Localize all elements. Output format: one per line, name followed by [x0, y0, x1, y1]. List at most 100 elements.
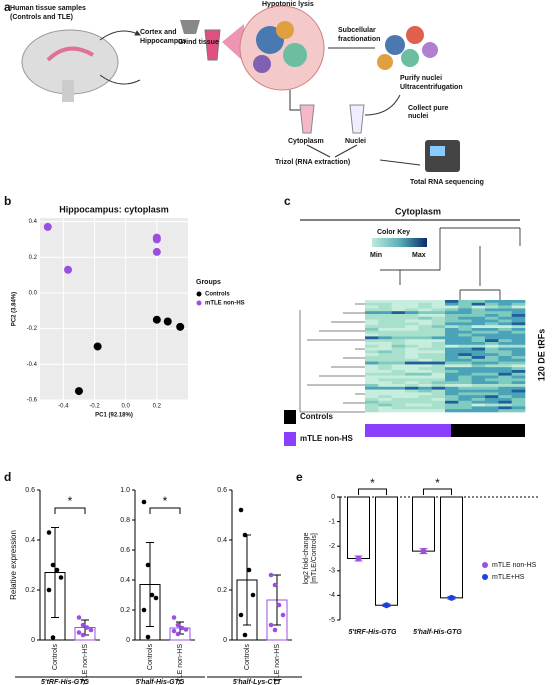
heatmap-cell	[378, 403, 392, 407]
point	[50, 635, 56, 640]
heatmap-cell	[431, 375, 446, 379]
heatmap-cell	[445, 328, 459, 332]
heatmap-cell	[458, 344, 472, 348]
heatmap-cell	[471, 316, 486, 320]
heatmap-cell	[511, 328, 526, 332]
gene-label: 5'tRF-His-GTG	[41, 679, 89, 685]
heatmap-cell	[365, 325, 379, 329]
heatmap-cell	[431, 322, 446, 326]
heatmap-cell	[498, 339, 512, 343]
y-tick-label: -0.4	[27, 362, 38, 368]
x-tick-label: mTLE non-HS	[82, 644, 89, 685]
y-tick-label: -0.2	[27, 326, 38, 332]
heatmap-cell	[391, 328, 406, 332]
heatmap-cell	[391, 316, 406, 320]
gene-label: 5'half-His-GTG	[136, 679, 185, 685]
heatmap-cell	[431, 339, 446, 343]
heatmap-cell	[418, 403, 432, 407]
heatmap-cell	[431, 372, 446, 376]
heatmap-cell	[405, 392, 419, 396]
point	[268, 572, 274, 578]
heatmap-cell	[485, 342, 499, 346]
heatmap-cell	[485, 311, 499, 315]
mortar	[180, 20, 200, 34]
point	[242, 632, 248, 638]
heatmap-cell	[458, 378, 472, 382]
heatmap-cell	[391, 381, 406, 385]
heatmap-cell	[485, 302, 499, 306]
heatmap-cell	[498, 350, 512, 354]
heatmap-cell	[485, 367, 499, 371]
heatmap-cell	[511, 406, 526, 410]
heatmap-cell	[471, 361, 486, 365]
heatmap-cell	[511, 347, 526, 351]
y-tick-label: -0.6	[27, 398, 38, 404]
heatmap-cell	[378, 409, 392, 413]
heatmap-cell	[471, 322, 486, 326]
heatmap-cell	[471, 389, 486, 393]
chart-title: Hippocampus: cytoplasm	[59, 204, 169, 214]
heatmap-cell	[391, 364, 406, 368]
heatmap-cell	[485, 406, 499, 410]
heatmap-cell	[445, 336, 459, 340]
heatmap-cell	[511, 378, 526, 382]
heatmap-cell	[378, 305, 392, 309]
heatmap-cell	[418, 336, 432, 340]
heatmap-cell	[405, 384, 419, 388]
heatmap-cell	[458, 347, 472, 351]
heatmap-cell	[485, 339, 499, 343]
heatmap-cell	[365, 300, 379, 304]
heatmap-cell	[471, 325, 486, 329]
point	[88, 627, 94, 633]
bar	[412, 496, 435, 552]
heatmap-cell	[365, 347, 379, 351]
heatmap-cell	[458, 302, 472, 306]
heatmap-cell	[458, 403, 472, 407]
heatmap-cell	[391, 344, 406, 348]
label: Cytoplasm	[288, 138, 324, 145]
group-label: Controls	[300, 412, 333, 421]
heatmap-cell	[431, 356, 446, 360]
heatmap-cell	[471, 319, 486, 323]
point	[420, 548, 427, 555]
heatmap-cell	[391, 339, 406, 343]
y-tick-label: 0.6	[217, 487, 227, 494]
point	[238, 507, 244, 513]
heatmap-cell	[471, 311, 486, 315]
heatmap-cell	[418, 342, 432, 346]
heatmap-cell	[418, 308, 432, 312]
heatmap-cell	[498, 364, 512, 368]
point	[43, 222, 52, 231]
x-tick-label: 0.0	[122, 404, 131, 410]
bar	[347, 496, 370, 559]
heatmap-cell	[498, 378, 512, 382]
heatmap-cell	[498, 314, 512, 318]
heatmap-cell	[445, 372, 459, 376]
point	[141, 607, 147, 613]
heatmap-cell	[405, 305, 419, 309]
point	[383, 602, 390, 609]
heatmap-cell	[471, 342, 486, 346]
heatmap-cell	[471, 308, 486, 312]
point	[152, 235, 161, 244]
heatmap-cell	[391, 384, 406, 388]
heatmap-cell	[458, 350, 472, 354]
heatmap-cell	[378, 316, 392, 320]
heatmap-cell	[418, 353, 432, 357]
heatmap-cell	[511, 322, 526, 326]
heatmap-cell	[445, 364, 459, 368]
heatmap-cell	[378, 350, 392, 354]
legend-swatch	[196, 291, 202, 297]
heatmap-cell	[431, 398, 446, 402]
heatmap-cell	[485, 336, 499, 340]
heatmap-cell	[391, 319, 406, 323]
heatmap-cell	[365, 389, 379, 393]
heatmap-cell	[458, 330, 472, 334]
label: Hippocampus	[140, 38, 186, 45]
y-tick-label: 0.2	[120, 607, 130, 614]
heatmap-cell	[485, 381, 499, 385]
heatmap-cell	[378, 370, 392, 374]
heatmap-cell	[365, 386, 379, 390]
y-tick-label: -1	[329, 518, 335, 525]
heatmap-cell	[445, 319, 459, 323]
